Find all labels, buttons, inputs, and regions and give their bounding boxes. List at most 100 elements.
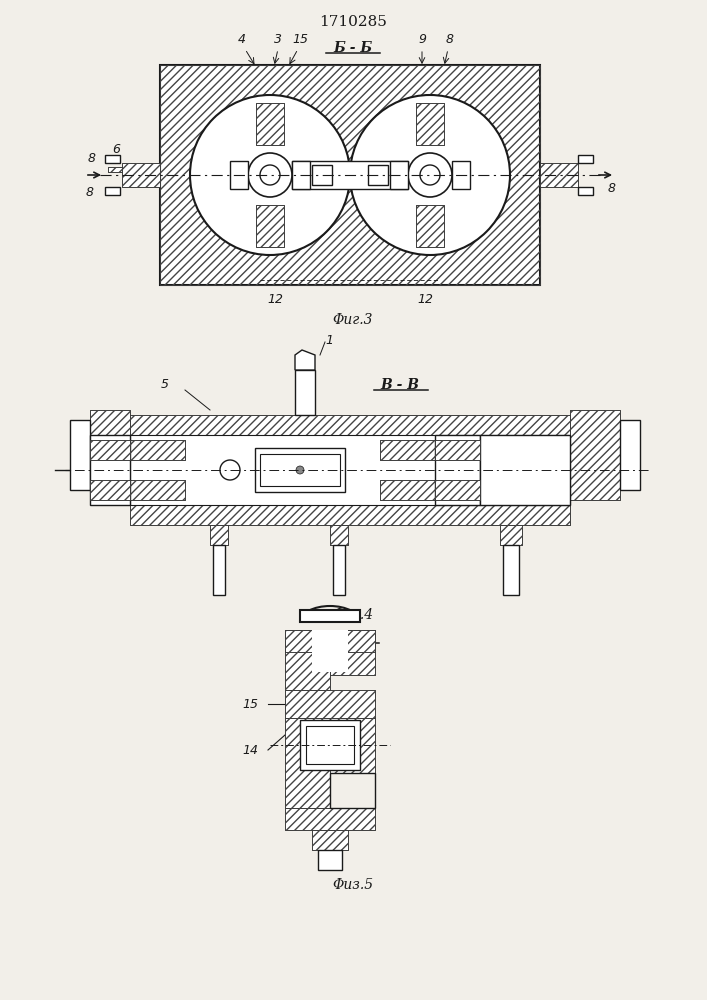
Bar: [90, 410, 130, 500]
Bar: [570, 410, 620, 500]
Bar: [368, 165, 388, 185]
Bar: [318, 850, 342, 870]
Text: Б - Б: Б - Б: [334, 41, 373, 55]
Bar: [285, 690, 375, 718]
Bar: [500, 525, 522, 545]
Bar: [435, 435, 480, 505]
Circle shape: [190, 95, 350, 255]
Bar: [255, 448, 345, 492]
Bar: [90, 440, 130, 460]
Bar: [330, 773, 375, 808]
Bar: [285, 630, 375, 652]
Bar: [108, 167, 122, 172]
Bar: [452, 161, 470, 189]
Bar: [90, 480, 130, 500]
Bar: [70, 420, 90, 490]
Bar: [312, 630, 348, 672]
Text: 6: 6: [112, 143, 120, 156]
Bar: [256, 205, 284, 247]
Bar: [300, 720, 360, 770]
Bar: [130, 505, 570, 525]
Bar: [285, 808, 375, 830]
Circle shape: [408, 153, 452, 197]
Circle shape: [260, 165, 280, 185]
Bar: [210, 525, 228, 545]
Text: 3: 3: [274, 33, 282, 46]
Bar: [285, 630, 330, 690]
Bar: [122, 163, 160, 187]
Text: Φиг.3: Φиг.3: [333, 313, 373, 327]
Text: 8: 8: [608, 182, 616, 196]
Bar: [435, 440, 480, 460]
Bar: [435, 480, 480, 500]
Text: 1710285: 1710285: [319, 15, 387, 29]
Bar: [333, 545, 345, 595]
Bar: [540, 163, 578, 187]
Bar: [90, 480, 130, 500]
Bar: [312, 830, 348, 850]
Bar: [380, 480, 435, 500]
Bar: [260, 454, 340, 486]
Bar: [300, 610, 360, 622]
Bar: [108, 167, 122, 172]
Bar: [330, 525, 348, 545]
Text: 1: 1: [325, 334, 333, 347]
Bar: [578, 155, 593, 163]
Circle shape: [296, 466, 304, 474]
Bar: [230, 161, 248, 189]
Bar: [130, 435, 570, 505]
Bar: [435, 480, 480, 500]
Bar: [213, 545, 225, 595]
Text: 12: 12: [267, 293, 283, 306]
Bar: [390, 161, 408, 189]
Bar: [285, 718, 330, 808]
Circle shape: [350, 95, 510, 255]
Circle shape: [220, 460, 240, 480]
Text: 5: 5: [161, 378, 169, 391]
Bar: [292, 161, 310, 189]
Text: Φиз.5: Φиз.5: [332, 878, 373, 892]
Text: В - В: В - В: [380, 378, 419, 392]
Bar: [130, 505, 570, 525]
Bar: [312, 165, 332, 185]
Text: 15: 15: [292, 33, 308, 46]
Bar: [500, 525, 522, 545]
Bar: [380, 440, 435, 460]
Polygon shape: [295, 350, 315, 370]
Bar: [130, 415, 570, 435]
Bar: [416, 103, 444, 145]
Bar: [130, 440, 185, 460]
Bar: [435, 440, 480, 460]
Bar: [130, 415, 570, 435]
Bar: [330, 630, 375, 675]
Bar: [285, 630, 330, 690]
Text: 12: 12: [417, 293, 433, 306]
Bar: [285, 808, 375, 830]
Bar: [90, 410, 130, 500]
Bar: [285, 630, 375, 652]
Bar: [160, 65, 540, 285]
Bar: [256, 103, 284, 145]
Bar: [256, 205, 284, 247]
Bar: [330, 718, 375, 773]
Bar: [330, 630, 375, 675]
Bar: [380, 440, 435, 460]
Text: 15: 15: [242, 698, 258, 710]
Bar: [256, 103, 284, 145]
Bar: [306, 726, 354, 764]
Bar: [285, 718, 330, 808]
Bar: [312, 830, 348, 850]
Bar: [130, 480, 185, 500]
Text: 8: 8: [88, 152, 96, 165]
Bar: [105, 155, 120, 163]
Bar: [620, 420, 640, 490]
Bar: [160, 65, 540, 285]
Bar: [295, 370, 315, 415]
Circle shape: [248, 153, 292, 197]
Text: 4: 4: [238, 33, 246, 46]
Bar: [122, 163, 160, 187]
Text: 14: 14: [242, 744, 258, 756]
Bar: [570, 410, 620, 500]
Text: Φиз.4: Φиз.4: [332, 608, 373, 622]
Bar: [130, 480, 185, 500]
